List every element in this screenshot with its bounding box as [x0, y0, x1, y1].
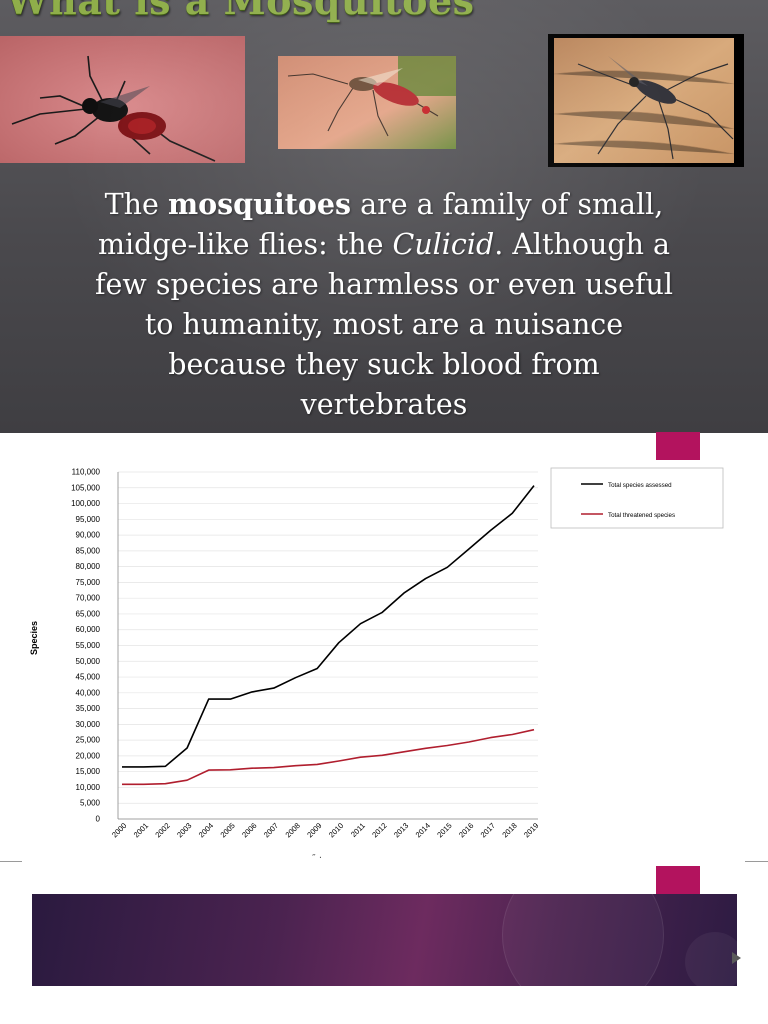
- stray-mark: ″ ·: [312, 853, 323, 864]
- y-tick-label: 10,000: [76, 783, 101, 792]
- y-tick-label: 0: [96, 815, 101, 824]
- paragraph-line-4: to humanity, most are a nuisance: [144, 308, 624, 341]
- chart-svg: 0 5,000 10,000 15,000 20,000 25,000 30,000 35,0…: [29, 467, 724, 839]
- y-tick-label: 55,000: [76, 641, 101, 650]
- x-tick-label: 2014: [414, 821, 432, 839]
- x-tick-label: 2009: [305, 821, 323, 839]
- chart-series: [121, 485, 535, 786]
- series-line-total-assessed: [122, 485, 535, 768]
- y-tick-label: 25,000: [76, 736, 101, 745]
- x-tick-label: 2008: [284, 821, 302, 839]
- chart-grid: [118, 471, 538, 820]
- y-tick-label: 40,000: [76, 688, 101, 697]
- x-tick-label: 2002: [153, 821, 171, 839]
- next-arrow-icon[interactable]: [732, 952, 741, 964]
- x-tick-label: 2000: [110, 821, 128, 839]
- x-tick-label: 2016: [457, 821, 475, 839]
- x-tick-label: 2015: [435, 821, 453, 839]
- x-tick-label: 2005: [219, 821, 237, 839]
- paragraph-line-5: because they suck blood from: [168, 348, 600, 381]
- y-tick-label: 50,000: [76, 657, 101, 666]
- chart-legend: Total species assessed Total threatened …: [550, 467, 724, 529]
- legend-label-assessed: Total species assessed: [608, 482, 672, 489]
- accent-bar-top: [656, 432, 700, 460]
- y-tick-label: 85,000: [76, 546, 101, 555]
- x-tick-labels: 2000 2001 2002 2003 2004 2005 2006 2007 2008 2009…: [110, 821, 540, 839]
- y-tick-label: 75,000: [76, 578, 101, 587]
- paragraph-italic-term: Culicid: [392, 228, 495, 261]
- paragraph-text: The: [104, 188, 168, 221]
- y-tick-label: 60,000: [76, 625, 101, 634]
- y-tick-label: 15,000: [76, 767, 101, 776]
- x-tick-label: 2012: [370, 821, 388, 839]
- y-tick-label: 105,000: [71, 483, 100, 492]
- chart-axes: [117, 472, 538, 820]
- y-tick-label: 90,000: [76, 531, 101, 540]
- y-tick-labels: 0 5,000 10,000 15,000 20,000 25,000 30,000 35,0…: [71, 468, 100, 824]
- y-tick-label: 35,000: [76, 704, 101, 713]
- y-tick-label: 45,000: [76, 673, 101, 682]
- paragraph-text: midge-like flies: the: [97, 228, 393, 261]
- y-tick-label: 100,000: [71, 499, 100, 508]
- x-tick-label: 2019: [522, 821, 540, 839]
- x-tick-label: 2003: [175, 821, 193, 839]
- slide-title: What is a Mosquitoes: [6, 0, 475, 23]
- x-tick-label: 2004: [197, 821, 215, 839]
- mosquito-photo-2: [278, 56, 456, 149]
- legend-label-threatened: Total threatened species: [608, 512, 675, 519]
- paragraph-text: . Although a: [494, 228, 671, 261]
- mosquito-photo-1: [0, 36, 245, 163]
- y-axis-label: Species: [29, 621, 39, 655]
- x-tick-label: 2010: [327, 821, 345, 839]
- paragraph-line-3: few species are harmless or even useful: [94, 268, 673, 301]
- x-tick-label: 2017: [479, 821, 497, 839]
- paragraph-line-1: The mosquitoes are a family of small,: [0, 184, 768, 225]
- species-line-chart: 0 5,000 10,000 15,000 20,000 25,000 30,000 35,0…: [0, 433, 768, 853]
- x-tick-label: 2011: [349, 821, 367, 839]
- mosquito-photo-3: [548, 34, 744, 167]
- y-tick-label: 110,000: [72, 468, 101, 477]
- slide-paragraph: The mosquitoes are a family of small, mi…: [0, 184, 768, 425]
- y-tick-label: 95,000: [76, 515, 101, 524]
- x-tick-label: 2001: [132, 821, 150, 839]
- y-tick-label: 80,000: [76, 562, 101, 571]
- divider-left: [0, 861, 22, 862]
- paragraph-line-2: midge-like flies: the Culicid. Although …: [0, 225, 768, 265]
- divider-right: [745, 861, 768, 862]
- y-tick-label: 30,000: [76, 720, 101, 729]
- y-tick-label: 5,000: [80, 799, 101, 808]
- title-slide: What is a Mosquitoes: [0, 0, 768, 433]
- x-tick-label: 2007: [262, 821, 280, 839]
- x-tick-label: 2006: [240, 821, 258, 839]
- x-tick-label: 2013: [392, 821, 410, 839]
- paragraph-text: are a family of small,: [351, 188, 664, 221]
- paragraph-bold-term: mosquitoes: [167, 187, 352, 221]
- paragraph-line-6: vertebrates: [300, 388, 468, 421]
- y-tick-label: 65,000: [76, 609, 101, 618]
- series-line-total-threatened: [122, 728, 535, 786]
- legend-box: [550, 467, 724, 529]
- y-tick-label: 70,000: [76, 594, 101, 603]
- next-slide-preview: [32, 894, 737, 986]
- x-tick-label: 2018: [500, 821, 518, 839]
- y-tick-label: 20,000: [76, 751, 101, 760]
